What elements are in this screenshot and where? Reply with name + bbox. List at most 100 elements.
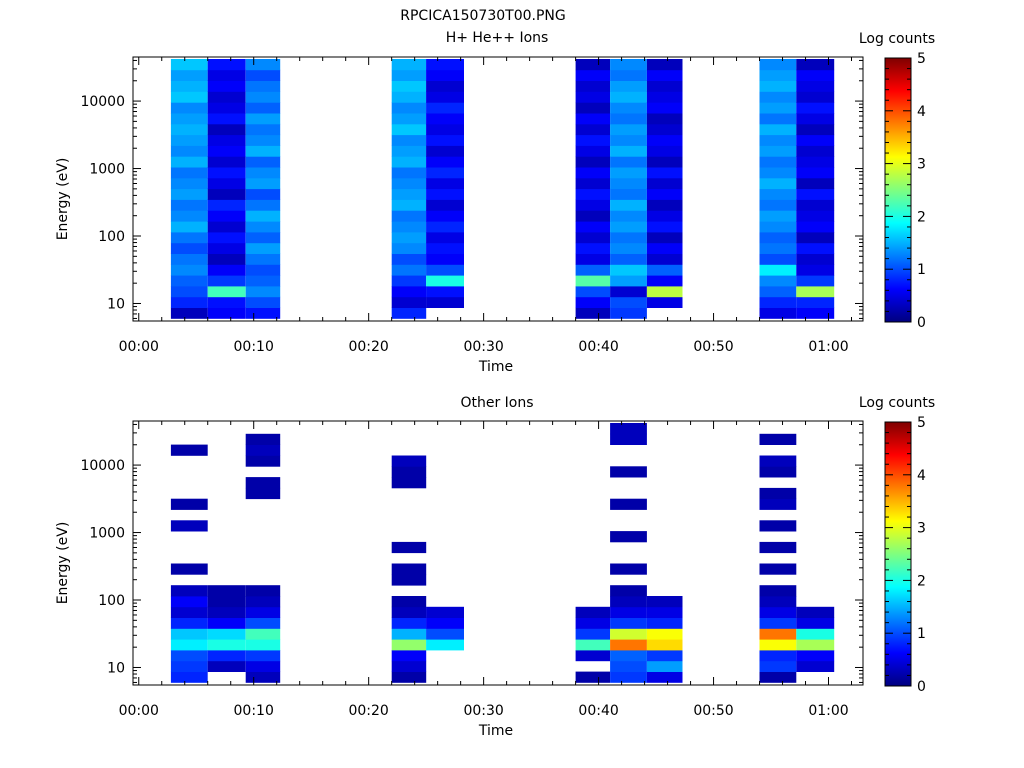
heatmap-cell [245,671,281,683]
heatmap-cell [170,628,208,640]
heatmap-cell [646,199,683,211]
heatmap-cell [759,123,797,136]
heatmap-cell [207,286,246,298]
heatmap-cell [646,134,683,146]
heatmap-cell [245,444,281,456]
heatmap-cell [575,188,611,200]
heatmap-cell [646,286,683,298]
colorbar-label: Log counts [859,31,935,47]
heatmap-cell [207,639,246,651]
heatmap-cell [575,199,611,211]
heatmap-cell [245,242,281,254]
heatmap-cell [796,275,835,287]
heatmap-cell [245,606,281,618]
heatmap-cell [759,253,797,265]
heatmap-cell [426,221,464,233]
heatmap-cell [391,660,427,672]
heatmap-cell [759,91,797,103]
x-tick-label: 01:00 [808,339,848,355]
heatmap-cell [245,113,281,125]
heatmap-cell [759,221,797,233]
heatmap-cell [207,628,246,640]
heatmap-cell [426,123,464,136]
heatmap-cell [796,242,835,254]
heatmap-cell [759,455,797,467]
heatmap-cell [646,596,683,608]
heatmap-cell [207,113,246,125]
heatmap-cell [796,617,835,629]
heatmap-cell [610,296,647,308]
heatmap-cell [245,585,281,597]
heatmap-cell [646,69,683,81]
heatmap-cell [759,177,797,190]
heatmap-cell [575,123,611,136]
panel-h-he-ions: H+ He++ Ions 00:00 00:10 00:20 00:30 00:40 00… [55,30,935,375]
heatmap-cell [245,188,281,200]
heatmap-cell [796,650,835,662]
heatmap-cell [170,650,208,662]
heatmap-cell [610,307,647,319]
x-tick-label: 00:00 [119,339,159,355]
heatmap-cell [426,242,464,254]
heatmap-cell [170,242,208,254]
heatmap-cell [245,91,281,103]
heatmap-cell [759,69,797,81]
heatmap-cell [426,113,464,125]
heatmap-cell [170,91,208,103]
heatmap-cell [610,232,647,244]
heatmap-cell [759,520,797,532]
heatmap-cell [575,628,611,640]
colorbar-tick-label: 0 [917,679,926,695]
heatmap-cell [391,455,427,467]
heatmap-cell [575,177,611,190]
heatmap-cell [575,91,611,103]
heatmap-cell [575,80,611,92]
heatmap-cell [245,628,281,640]
y-axis-label: Energy (eV) [55,158,71,241]
heatmap-cell [207,264,246,276]
heatmap-cell [391,59,427,71]
heatmap-cell [575,242,611,254]
heatmap-cell [170,585,208,597]
heatmap-cell [245,487,281,500]
x-tick-label: 00:50 [693,339,733,355]
y-tick-label: 10 [107,296,125,312]
heatmap-cell [426,617,464,629]
heatmap-cell [796,145,835,157]
heatmap-cell [207,91,246,103]
heatmap-cell [245,80,281,92]
heatmap-cell [610,275,647,287]
heatmap-cell [391,123,427,136]
heatmap-cell [391,167,427,179]
heatmap-cell [610,596,647,608]
heatmap-cell [646,275,683,287]
heatmap-cell [610,628,647,640]
heatmap-cell [170,444,208,456]
y-tick-label: 100 [98,593,125,609]
heatmap-cell [391,639,427,651]
heatmap-cell [759,242,797,254]
heatmap-cell [610,433,647,445]
heatmap-cell [170,69,208,81]
heatmap-cell [170,210,208,222]
heatmap-cell [245,134,281,146]
heatmap-cell [207,210,246,222]
x-axis: 00:00 00:10 00:20 00:30 00:40 00:50 01:00 [119,421,853,719]
heatmap-cell [245,102,281,114]
heatmap-cell [610,650,647,662]
heatmap-cell [610,69,647,81]
heatmap-cell [245,596,281,608]
heatmap-cell [610,242,647,254]
x-tick-label: 00:30 [463,703,503,719]
heatmap-cell [759,264,797,276]
heatmap-cell [391,188,427,200]
heatmap-cell [170,606,208,618]
heatmap-cell [575,639,611,651]
colorbar-tick-label: 2 [917,573,926,589]
heatmap-cell [426,264,464,276]
heatmap-cell [575,69,611,81]
colorbar-tick-label: 0 [917,315,926,331]
heatmap-cell [391,80,427,92]
heatmap-cell [575,275,611,287]
heatmap-cell [245,221,281,233]
